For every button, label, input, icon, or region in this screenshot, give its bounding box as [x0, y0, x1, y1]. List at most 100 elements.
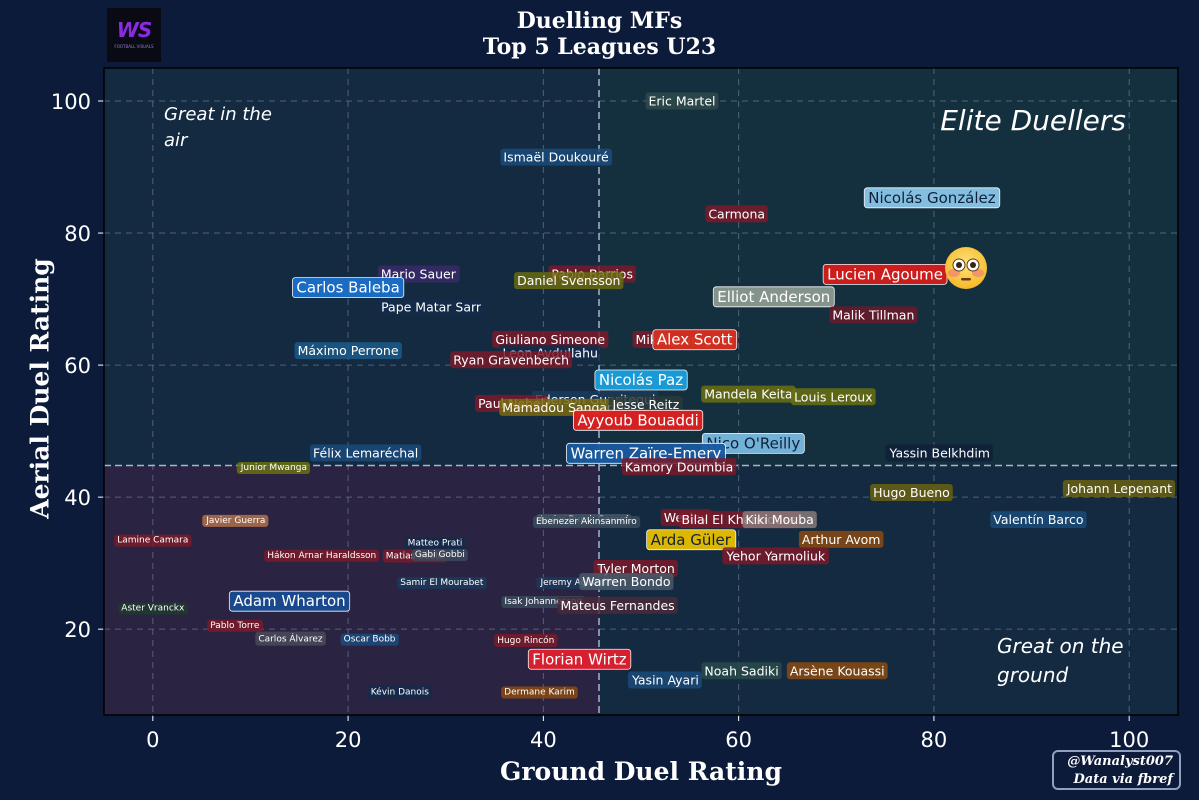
player-point: Samir El Mourabet: [397, 576, 487, 589]
y-axis-title: Aerial Duel Rating: [25, 258, 55, 519]
player-label-box: [514, 272, 624, 290]
player-label-box: [397, 576, 487, 589]
player-label: Ryan Gravenberch: [453, 352, 569, 367]
annotation-line: Great in the: [164, 104, 272, 125]
player-label-box: [202, 514, 269, 527]
player-point: Arda Güler: [646, 529, 737, 551]
player-label-box: [786, 662, 888, 680]
player-point: Johann Lepenant: [1062, 480, 1176, 498]
annotation-line: Great on the: [997, 634, 1124, 658]
player-point: Kiki Mouba: [742, 511, 817, 529]
player-label-box: [532, 516, 641, 529]
player-label-box: [885, 444, 993, 462]
player-label: Ayyoub Bouaddi: [577, 411, 698, 429]
player-label: Yasin Ayari: [631, 673, 699, 688]
player-label: Kiki Mouba: [745, 512, 813, 527]
player-point: Nicolás González: [863, 187, 1001, 209]
annotation-bottom-right: Great on the ground: [997, 634, 1124, 687]
plot-frame: [103, 67, 1179, 716]
player-point: Yassin Belkhdim: [885, 444, 993, 462]
player-label-box: [501, 686, 578, 699]
player-label-box: [1062, 480, 1176, 498]
player-label: Tyler Morton: [596, 561, 674, 576]
player-point: Jesse Reitz: [608, 396, 683, 414]
player-label: Oscar Bobb: [344, 635, 396, 645]
player-point: Ayyoub Bouaddi: [572, 409, 704, 431]
player-point: Warren Bondo: [579, 573, 674, 591]
x-tick-label: 60: [725, 728, 752, 752]
player-label-box: [500, 148, 613, 166]
player-label-box: [236, 462, 310, 475]
player-label-box: [450, 351, 573, 369]
player-label-box: [594, 369, 688, 391]
player-label: Carmona: [708, 206, 765, 221]
player-label-box: [798, 530, 884, 548]
player-label-box: [621, 458, 737, 476]
player-label: Aster Vranckx: [121, 604, 185, 614]
player-point: Florian Wirtz: [527, 648, 632, 670]
player-label-box: [527, 648, 632, 670]
player-label: Kévin Danois: [371, 686, 430, 697]
player-label: Jeremy Agbonifo: [539, 578, 615, 588]
player-point: Hákon Arnar Haraldsson: [264, 549, 380, 562]
quadrant-low-left: [104, 465, 600, 715]
y-tick-label: 100: [51, 90, 91, 114]
player-label-box: [870, 484, 953, 502]
player-point: Louis Leroux: [791, 388, 876, 406]
annotation-top-right: Elite Duellers: [940, 104, 1126, 137]
player-label: Máximo Perrone: [298, 343, 399, 358]
player-point: Oscar Bobb: [340, 633, 399, 646]
player-point: Matteo Prati: [404, 537, 466, 550]
player-label: Pablo Torre: [210, 621, 260, 631]
player-label-box: [367, 685, 433, 699]
player-label: Isak Johannesson: [504, 597, 582, 607]
player-label: Jesse Reitz: [611, 397, 679, 412]
player-label: Eric Martel: [648, 94, 715, 109]
player-label-box: [791, 388, 876, 406]
logo-mark: WS: [116, 18, 152, 42]
player-point: Ismaël Doukouré: [500, 148, 613, 166]
player-label-box: [701, 662, 782, 680]
player-point: Eric Martel: [645, 92, 719, 110]
player-point: Carmona: [705, 205, 769, 223]
player-label: Junior Mwanga: [240, 463, 307, 473]
y-tick-label: 40: [64, 486, 91, 510]
player-label: Warren Bondo: [582, 574, 670, 589]
player-label-box: [114, 534, 192, 547]
player-label: Elliot Anderson: [717, 288, 830, 306]
player-point: Dermane Karim: [501, 686, 578, 699]
player-label-box: [645, 92, 719, 110]
player-point: Alex Scott: [652, 329, 738, 351]
player-label: Alex Scott: [657, 331, 733, 349]
player-label: Warren Zaïre-Emery: [570, 444, 721, 462]
player-label: Arthur Avom: [802, 532, 881, 547]
player-point: Valentín Barco: [990, 511, 1087, 529]
player-label-box: [593, 559, 678, 577]
player-point: Tyler Morton: [593, 559, 678, 577]
player-label: Malik Tillman: [832, 307, 914, 322]
player-point: Mandela Keita: [701, 385, 796, 403]
player-label: Nicolás Paz: [599, 371, 683, 389]
player-label: Adam Wharton: [233, 592, 345, 610]
x-tick-label: 100: [1109, 728, 1149, 752]
x-tick-label: 80: [921, 728, 948, 752]
player-label: Hugo Rincón: [497, 635, 554, 646]
player-point: Carlos Baleba: [292, 277, 405, 298]
player-label-box: [228, 590, 351, 612]
player-point: Arsène Kouassi: [786, 662, 888, 680]
player-label-box: [572, 409, 704, 431]
player-label: Hugo Bueno: [873, 485, 950, 500]
player-point: Kamory Doumbia: [621, 458, 737, 476]
player-label-box: [340, 633, 399, 646]
flushed-face-icon: [943, 245, 989, 291]
player-label-box: [292, 277, 405, 298]
player-point: Giuliano Simeone: [492, 330, 609, 348]
player-label-box: [608, 396, 683, 414]
player-point: Máximo Perrone: [294, 342, 402, 360]
player-label-box: [118, 602, 189, 615]
player-label-box: [207, 619, 263, 632]
player-label: Lamine Camara: [117, 536, 188, 546]
player-label-box: [255, 631, 326, 646]
y-tick-label: 60: [64, 354, 91, 378]
player-label-box: [557, 596, 678, 614]
